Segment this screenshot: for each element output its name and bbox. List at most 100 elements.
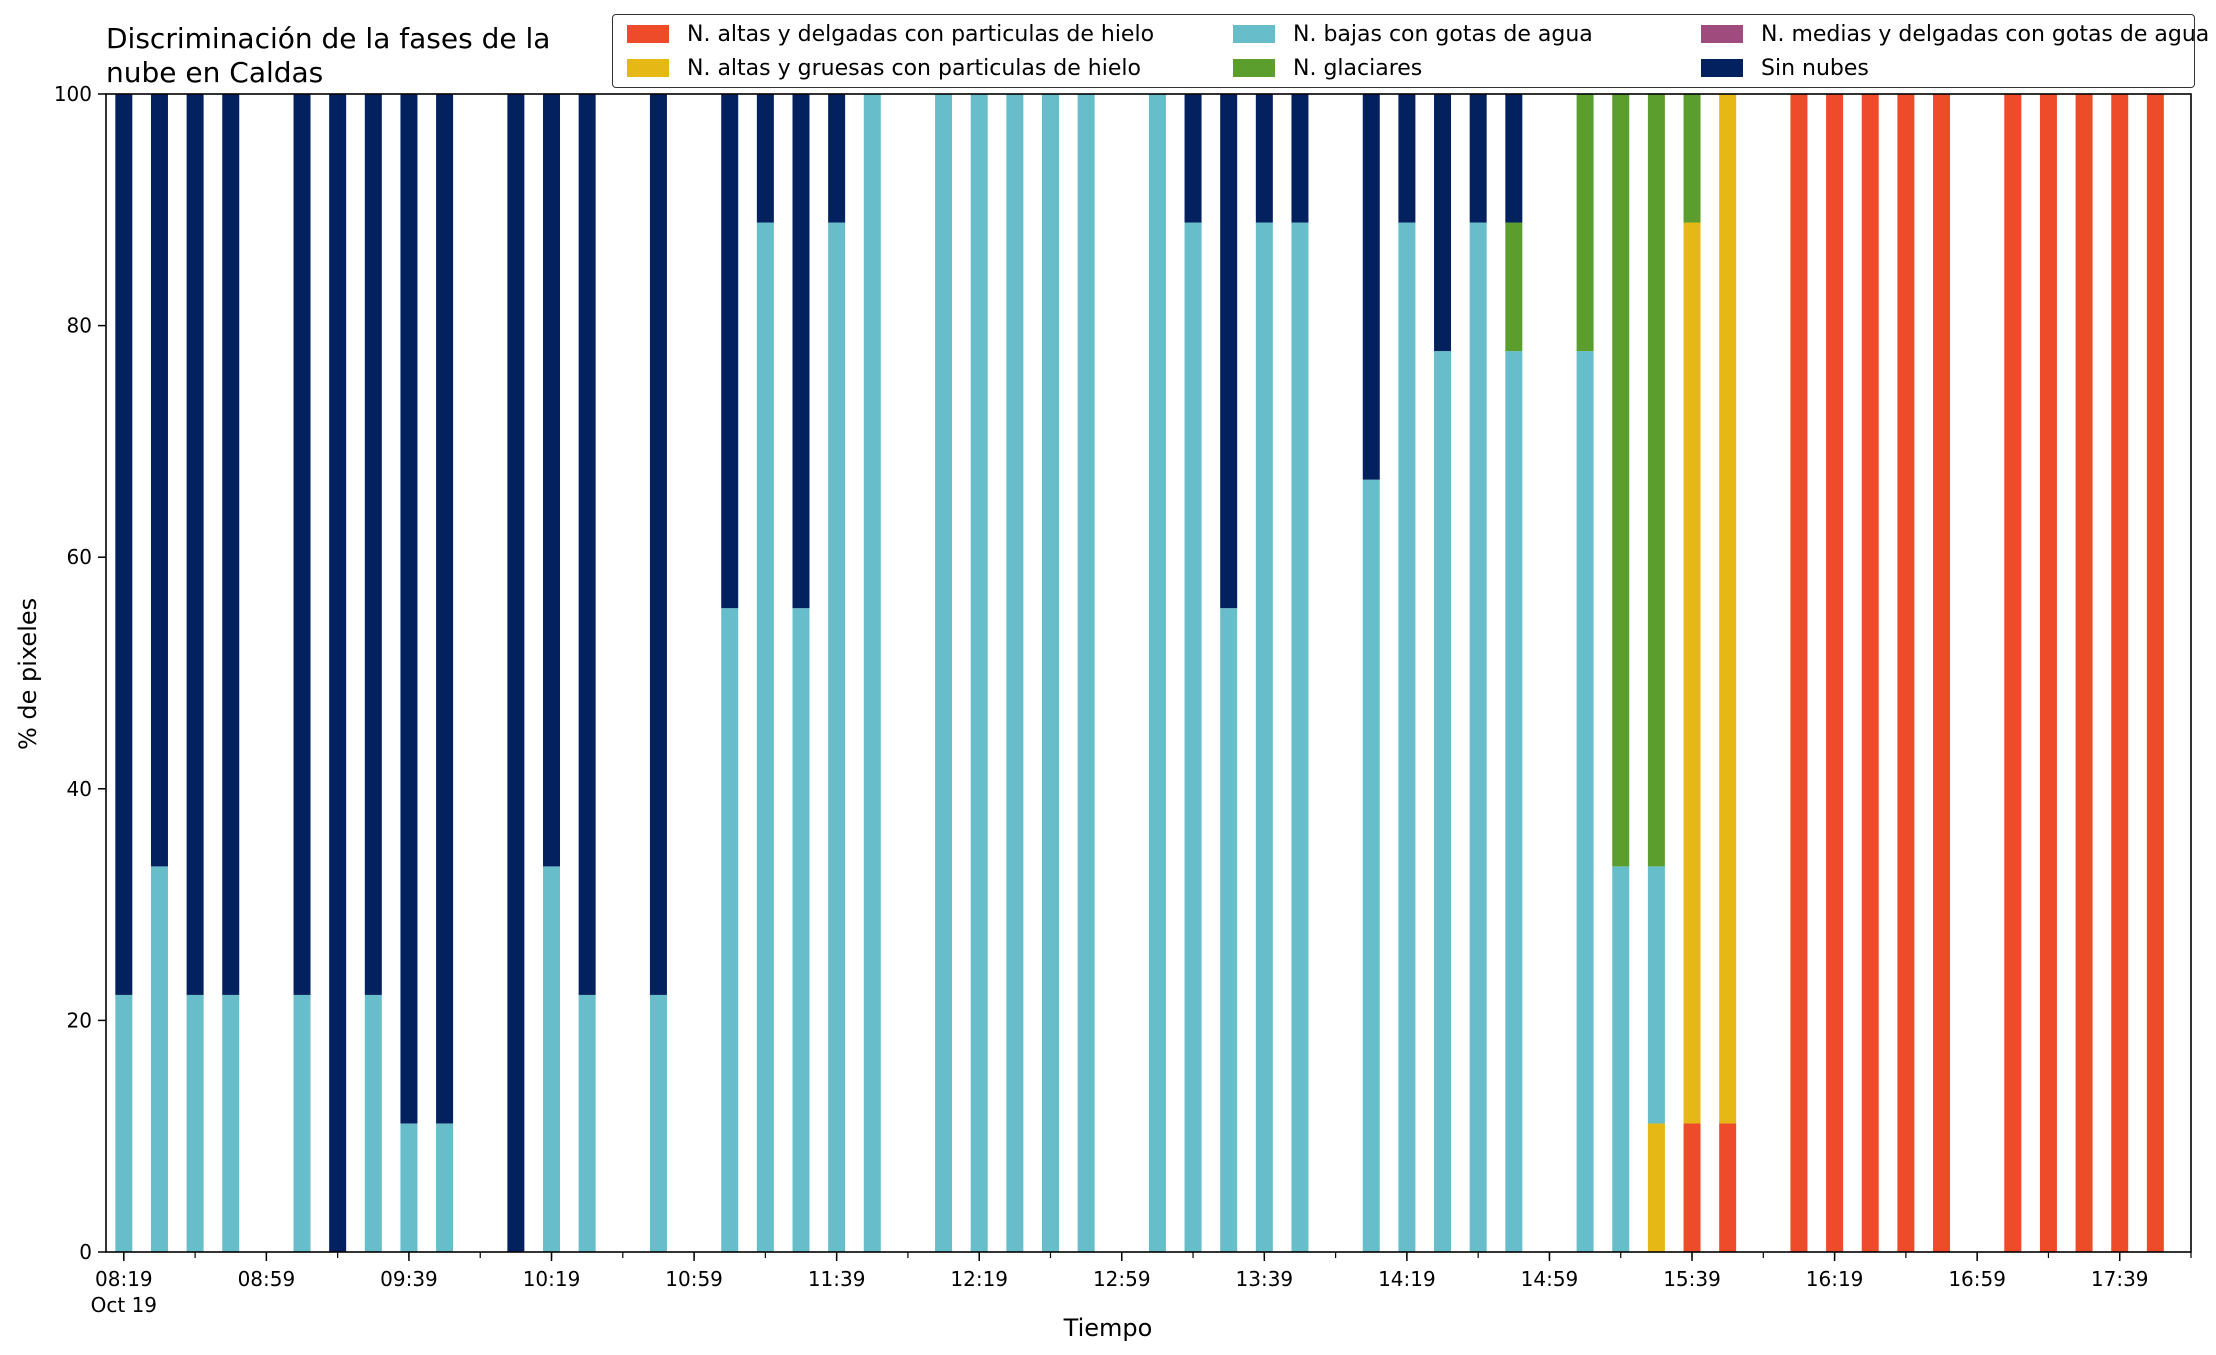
legend-item: Sin nubes — [1701, 51, 1869, 85]
bar-segment — [792, 94, 810, 609]
bar-segment — [1220, 608, 1238, 1252]
bar-segment — [150, 94, 168, 867]
bar-segment — [1576, 351, 1594, 1253]
bar-segment — [1790, 94, 1808, 1252]
x-tick-label: 11:39 — [808, 1267, 866, 1291]
bar-segment — [293, 994, 311, 1252]
x-tick-label: 17:39 — [2091, 1267, 2149, 1291]
bar-segment — [1719, 94, 1737, 1124]
bar-segment — [1505, 222, 1523, 352]
bar-segment — [970, 94, 988, 1252]
legend-item: N. medias y delgadas con gotas de agua — [1701, 17, 2209, 51]
legend-item: N. altas y gruesas con particulas de hie… — [627, 51, 1141, 85]
legend-label: N. altas y delgadas con particulas de hi… — [687, 21, 1155, 47]
legend: N. altas y delgadas con particulas de hi… — [612, 14, 2209, 88]
bar-segment — [115, 94, 133, 995]
y-axis-label: % de pixeles — [14, 597, 42, 750]
x-tick-label: 08:59 — [238, 1267, 296, 1291]
x-tick-label: 14:59 — [1521, 1267, 1579, 1291]
bar-segment — [1220, 94, 1238, 609]
y-tick-label: 20 — [67, 1008, 92, 1032]
plot-frame — [105, 93, 2192, 1253]
bar-segment — [436, 94, 454, 1124]
bar-segment — [1291, 94, 1309, 223]
legend-swatch — [1701, 25, 1743, 43]
x-tick-label: 12:19 — [950, 1267, 1008, 1291]
x-tick-label: 10:59 — [665, 1267, 723, 1291]
bar-segment — [1184, 222, 1202, 1252]
bar-segment — [649, 94, 667, 995]
x-tick-label: 16:19 — [1806, 1267, 1864, 1291]
bar-segment — [1077, 94, 1095, 1252]
bar-segment — [756, 94, 774, 223]
x-tick-label: 15:39 — [1663, 1267, 1721, 1291]
bar-segment — [1647, 1123, 1665, 1252]
bar-segment — [1398, 222, 1416, 1252]
bar-segment — [150, 866, 168, 1252]
bar-segment — [1184, 94, 1202, 223]
bar-segment — [1612, 866, 1630, 1252]
bar-segment — [400, 94, 418, 1124]
bar-segment — [1148, 94, 1166, 1252]
bar-segment — [1719, 1123, 1737, 1252]
legend-label: N. altas y gruesas con particulas de hie… — [687, 55, 1141, 81]
bar-segment — [792, 608, 810, 1252]
bar-segment — [828, 94, 846, 223]
bar-segment — [1897, 94, 1915, 1252]
bar-segment — [828, 222, 846, 1252]
x-tick-label: 12:59 — [1093, 1267, 1151, 1291]
bar-segment — [1362, 479, 1380, 1252]
legend-swatch — [627, 25, 669, 43]
bar-segment — [1683, 94, 1701, 223]
y-tick-label: 60 — [67, 545, 92, 569]
bar-segment — [756, 222, 774, 1252]
bar-segment — [115, 994, 133, 1252]
y-tick-label: 100 — [54, 82, 92, 106]
bar-segment — [436, 1123, 454, 1252]
x-tick-label: 09:39 — [380, 1267, 438, 1291]
bar-segment — [364, 94, 382, 995]
bar-segment — [1006, 94, 1024, 1252]
bar-segment — [649, 994, 667, 1252]
bar-segment — [1255, 222, 1273, 1252]
bar-segment — [186, 94, 204, 995]
bar-segment — [2039, 94, 2057, 1252]
bar-segment — [222, 94, 240, 995]
x-tick-label: 13:39 — [1236, 1267, 1294, 1291]
y-tick-label: 40 — [67, 777, 92, 801]
bar-segment — [935, 94, 953, 1252]
bar-segment — [1647, 94, 1665, 867]
bar-segment — [2004, 94, 2022, 1252]
x-tick-sublabel: Oct 19 — [91, 1293, 157, 1317]
legend-item: N. bajas con gotas de agua — [1233, 17, 1593, 51]
bar-segment — [1362, 94, 1380, 480]
legend-item: N. glaciares — [1233, 51, 1422, 85]
bar-segment — [364, 994, 382, 1252]
bar-segment — [1291, 222, 1309, 1252]
bar-segment — [400, 1123, 418, 1252]
bar-segment — [222, 994, 240, 1252]
bar-segment — [2111, 94, 2129, 1252]
bar-segment — [1505, 94, 1523, 223]
bar-segment — [1647, 866, 1665, 1124]
bar-segment — [293, 94, 311, 995]
bar-segment — [543, 866, 561, 1252]
bar-segment — [2075, 94, 2093, 1252]
bar-segment — [1612, 94, 1630, 867]
y-tick-label: 0 — [79, 1240, 92, 1264]
x-axis-label: Tiempo — [1063, 1314, 1153, 1342]
bar-segment — [1683, 1123, 1701, 1252]
legend-label: N. glaciares — [1293, 55, 1423, 81]
x-tick-label: 10:19 — [523, 1267, 581, 1291]
bar-segment — [1434, 351, 1452, 1253]
bar-segment — [1255, 94, 1273, 223]
bar-segment — [1041, 94, 1059, 1252]
legend-swatch — [1233, 25, 1275, 43]
x-tick-label: 16:59 — [1948, 1267, 2006, 1291]
bar-segment — [543, 94, 561, 867]
legend-label: Sin nubes — [1761, 55, 1869, 81]
legend-swatch — [1701, 59, 1743, 77]
bar-segment — [186, 994, 204, 1252]
